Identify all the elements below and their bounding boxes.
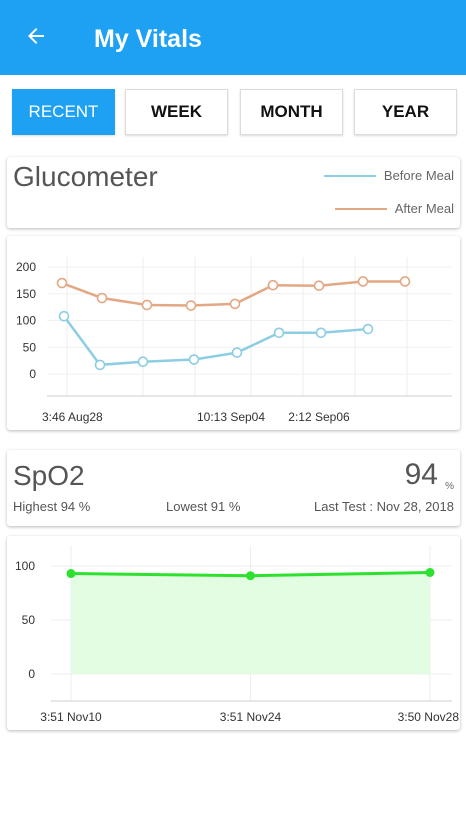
legend-before-label: Before Meal — [383, 168, 454, 183]
before-meal-point — [362, 323, 374, 335]
x-tick-label: 2:12 Sep06 — [288, 410, 350, 424]
spo2-card: SpO2 94 % Highest 94 % Lowest 91 % Last … — [7, 450, 460, 526]
page-title: My Vitals — [94, 25, 202, 53]
y-tick-label: 50 — [22, 613, 36, 627]
spo2-highest: Highest 94 % — [13, 499, 91, 514]
legend-line-after — [334, 207, 387, 210]
glucometer-title: Glucometer — [13, 161, 158, 192]
after-meal-point — [229, 298, 241, 310]
y-tick-label: 100 — [16, 314, 36, 328]
before-meal-point — [137, 356, 149, 367]
tab-week[interactable]: WEEK — [125, 89, 228, 135]
glucometer-chart-card: 200 150 100 50 0 3:46 Aug28 10:13 Sep04 2:12 Se… — [7, 236, 460, 430]
spo2-point — [425, 567, 435, 577]
before-meal-point — [273, 327, 285, 339]
spo2-title: SpO2 — [13, 460, 85, 491]
spo2-value: 94 — [404, 458, 438, 491]
legend-line-before — [323, 174, 376, 177]
spo2-last-test: Last Test : Nov 28, 2018 — [314, 499, 454, 514]
tab-month[interactable]: MONTH — [240, 89, 343, 135]
y-tick-label: 0 — [29, 367, 36, 381]
before-meal-point — [315, 327, 327, 339]
after-meal-point — [96, 292, 108, 304]
x-tick-label: 3:51 Nov10 — [40, 710, 102, 724]
x-tick-label: 3:51 Nov24 — [220, 710, 282, 724]
x-tick-label: 3:46 Aug28 — [42, 410, 103, 424]
y-tick-label: 50 — [23, 340, 37, 354]
app-bar: My Vitals — [0, 0, 466, 75]
spo2-point — [246, 571, 255, 581]
x-tick-label: 10:13 Sep04 — [197, 410, 265, 424]
before-meal-point — [94, 359, 106, 371]
glucometer-chart[interactable]: 200 150 100 50 0 3:46 Aug28 10:13 Sep04 2:12 Se… — [7, 236, 460, 430]
y-tick-label: 100 — [15, 559, 35, 573]
arrow-back-icon — [24, 24, 48, 53]
spo2-chart-card: 100 50 0 3:51 Nov10 3:51 Nov24 3:50 Nov28 — [7, 536, 460, 730]
glucometer-card: Glucometer Before Meal After Meal — [7, 157, 460, 228]
before-meal-point — [188, 354, 200, 365]
x-tick-label: 3:50 Nov28 — [398, 710, 460, 724]
after-meal-point — [56, 277, 68, 289]
spo2-chart[interactable]: 100 50 0 3:51 Nov10 3:51 Nov24 3:50 Nov28 — [7, 536, 460, 730]
spo2-point — [66, 569, 76, 579]
before-meal-point — [231, 347, 243, 358]
tab-recent[interactable]: RECENT — [12, 89, 115, 135]
spo2-lowest: Lowest 91 % — [166, 499, 241, 514]
legend-before-meal: Before Meal — [323, 168, 454, 183]
y-tick-label: 0 — [28, 667, 35, 681]
before-meal-line — [62, 315, 369, 367]
before-meal-point — [58, 310, 70, 322]
after-meal-point — [313, 280, 325, 292]
after-meal-point — [357, 276, 369, 287]
legend-after-meal: After Meal — [334, 201, 454, 216]
spo2-area-fill — [71, 572, 430, 674]
after-meal-point — [141, 299, 153, 311]
after-meal-point — [185, 300, 197, 311]
y-tick-label: 150 — [16, 287, 36, 301]
back-button[interactable] — [18, 20, 54, 56]
y-tick-label: 200 — [16, 260, 36, 274]
tab-year[interactable]: YEAR — [354, 89, 457, 135]
legend-after-label: After Meal — [394, 201, 454, 216]
after-meal-point — [399, 276, 411, 287]
range-tabs: RECENT WEEK MONTH YEAR — [0, 89, 466, 137]
after-meal-point — [267, 279, 279, 291]
spo2-unit: % — [445, 481, 454, 492]
